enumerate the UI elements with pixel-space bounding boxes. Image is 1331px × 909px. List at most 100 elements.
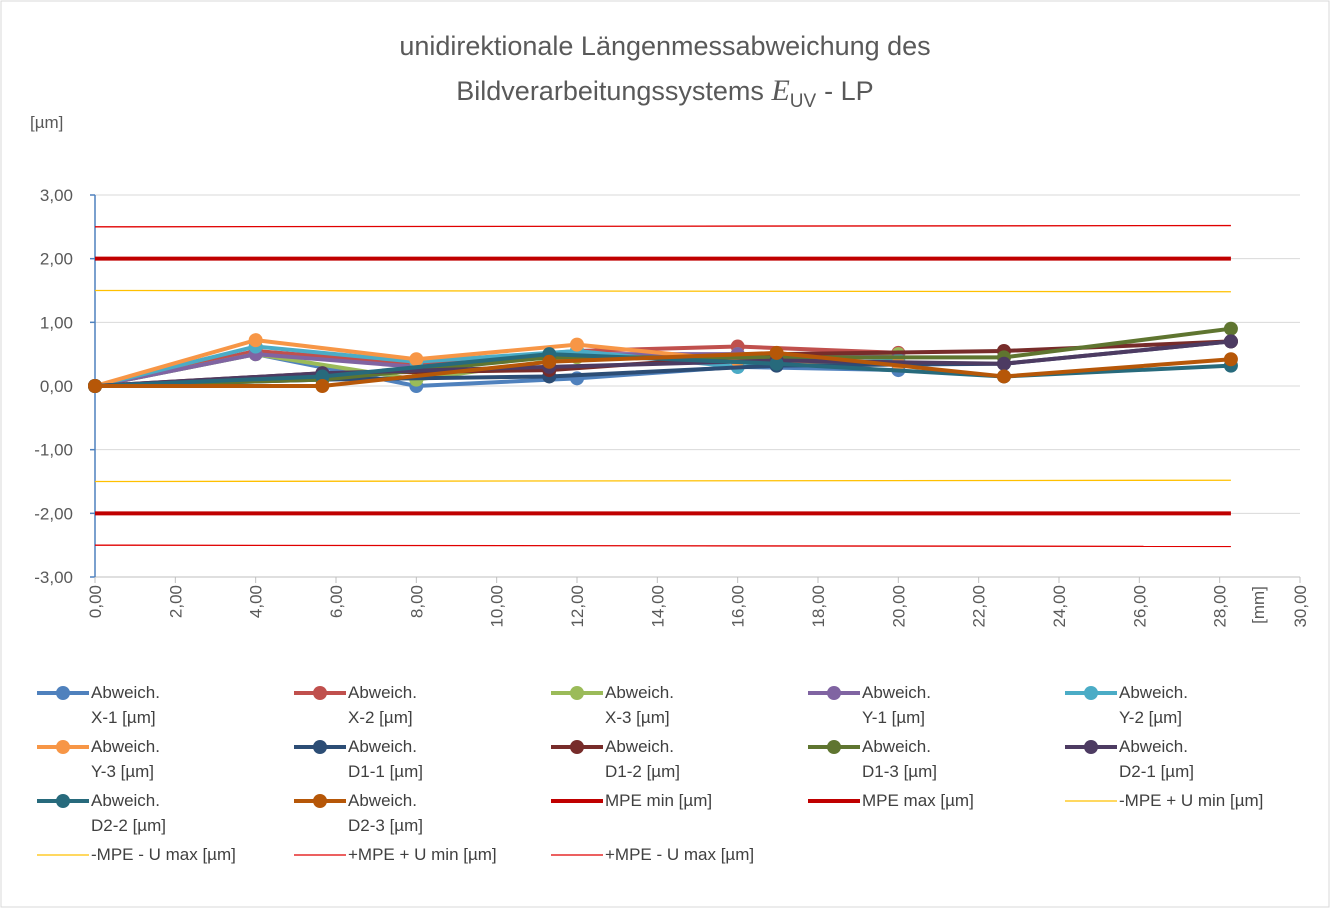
- y-tick-label: -2,00: [34, 504, 73, 523]
- legend-marker: [313, 794, 327, 808]
- legend-label: Abweich. D2-3 [µm]: [348, 791, 423, 835]
- legend-marker: [56, 794, 70, 808]
- legend-item: MPE min [µm]: [549, 788, 806, 838]
- title-part: Bildverarbeitungssystems: [456, 76, 764, 106]
- legend-label: Abweich. Y-3 [µm]: [91, 737, 160, 781]
- legend-swatch: [37, 794, 89, 808]
- legend-item: Abweich. D2-1 [µm]: [1063, 734, 1320, 784]
- legend-item: Abweich. D1-2 [µm]: [549, 734, 806, 784]
- data-point: [996, 369, 1011, 384]
- legend-label: MPE min [µm]: [605, 791, 713, 810]
- legend-swatch: [1065, 800, 1117, 802]
- x-tick-label: 6,00: [327, 585, 346, 618]
- legend-swatch: [551, 854, 603, 856]
- legend-label: Abweich. X-2 [µm]: [348, 683, 417, 727]
- data-point: [1223, 334, 1238, 349]
- data-point: [88, 379, 102, 393]
- legend-item: Abweich. X-1 [µm]: [35, 680, 292, 730]
- legend-marker: [1084, 686, 1098, 700]
- title-part: - LP: [824, 76, 874, 106]
- data-point: [769, 356, 784, 371]
- legend: Abweich. X-1 [µm] Abweich. X-2 [µm] Abweic…: [35, 680, 1325, 867]
- legend-item: Abweich. X-2 [µm]: [292, 680, 549, 730]
- x-tick-label: 22,00: [970, 585, 989, 628]
- x-tick-label: 28,00: [1211, 585, 1230, 628]
- legend-swatch: [37, 686, 89, 700]
- legend-item: Abweich. X-3 [µm]: [549, 680, 806, 730]
- legend-item: Abweich. D2-3 [µm]: [292, 788, 549, 838]
- series-line: [94, 479, 1231, 483]
- chart-title: unidirektionale Längenmessabweichung des: [399, 31, 930, 61]
- legend-swatch: [1065, 686, 1117, 700]
- legend-marker: [1084, 740, 1098, 754]
- legend-marker: [570, 740, 584, 754]
- y-tick-label: 1,00: [40, 313, 73, 332]
- chart-title: Bildverarbeitungssystems EUV - LP: [456, 74, 873, 112]
- data-point: [1223, 321, 1238, 336]
- legend-item: +MPE + U min [µm]: [292, 842, 549, 867]
- legend-item: Abweich. D2-2 [µm]: [35, 788, 292, 838]
- x-tick-label: 30,00: [1291, 585, 1310, 628]
- legend-swatch: [1065, 740, 1117, 754]
- y-tick-label: -3,00: [34, 568, 73, 587]
- legend-label: Abweich. D1-1 [µm]: [348, 737, 423, 781]
- series-line: [94, 224, 1231, 228]
- legend-item: +MPE - U max [µm]: [549, 842, 806, 867]
- legend-label: Abweich. Y-2 [µm]: [1119, 683, 1188, 727]
- legend-swatch: [294, 794, 346, 808]
- legend-label: Abweich. D1-2 [µm]: [605, 737, 680, 781]
- y-tick-label: -1,00: [34, 441, 73, 460]
- data-point: [769, 345, 784, 360]
- legend-marker: [313, 740, 327, 754]
- y-tick-label: 2,00: [40, 250, 73, 269]
- legend-label: -MPE + U min [µm]: [1119, 791, 1264, 810]
- series-line: [94, 289, 1231, 293]
- legend-item: Abweich. Y-2 [µm]: [1063, 680, 1320, 730]
- title-symbol: E: [770, 74, 789, 107]
- legend-marker: [827, 686, 841, 700]
- legend-item: Abweich. Y-3 [µm]: [35, 734, 292, 784]
- legend-item: Abweich. D1-1 [µm]: [292, 734, 549, 784]
- legend-label: Abweich. X-1 [µm]: [91, 683, 160, 727]
- legend-swatch: [808, 799, 860, 803]
- legend-label: Abweich. X-3 [µm]: [605, 683, 674, 727]
- legend-item: Abweich. D1-3 [µm]: [806, 734, 1063, 784]
- x-tick-label: 10,00: [488, 585, 507, 628]
- legend-swatch: [808, 740, 860, 754]
- series-line: [95, 350, 1232, 388]
- x-tick-label: 2,00: [166, 585, 185, 618]
- data-point: [570, 337, 584, 352]
- legend-marker: [827, 740, 841, 754]
- legend-item: MPE max [µm]: [806, 788, 1063, 838]
- legend-swatch: [551, 686, 603, 700]
- data-point: [409, 352, 424, 367]
- data-point: [315, 379, 330, 393]
- series-line: [94, 544, 1231, 548]
- x-tick-label: 20,00: [889, 585, 908, 628]
- x-tick-label: 18,00: [809, 585, 828, 628]
- legend-marker: [313, 686, 327, 700]
- legend-swatch: [37, 740, 89, 754]
- x-tick-label: 26,00: [1130, 585, 1149, 628]
- legend-swatch: [551, 740, 603, 754]
- x-tick-label: 0,00: [86, 585, 105, 618]
- legend-label: -MPE - U max [µm]: [91, 845, 236, 864]
- legend-swatch: [294, 740, 346, 754]
- x-tick-label: 12,00: [568, 585, 587, 628]
- legend-swatch: [808, 686, 860, 700]
- legend-item: Abweich. Y-1 [µm]: [806, 680, 1063, 730]
- x-tick-label: 24,00: [1050, 585, 1069, 628]
- legend-marker: [56, 686, 70, 700]
- x-tick-label: 16,00: [729, 585, 748, 628]
- legend-item: -MPE - U max [µm]: [35, 842, 292, 867]
- legend-swatch: [294, 854, 346, 856]
- legend-label: +MPE - U max [µm]: [605, 845, 755, 864]
- x-axis-label: [mm]: [1249, 586, 1268, 624]
- legend-swatch: [37, 854, 89, 856]
- data-point: [996, 356, 1011, 371]
- x-tick-label: 4,00: [247, 585, 266, 618]
- legend-label: +MPE + U min [µm]: [348, 845, 497, 864]
